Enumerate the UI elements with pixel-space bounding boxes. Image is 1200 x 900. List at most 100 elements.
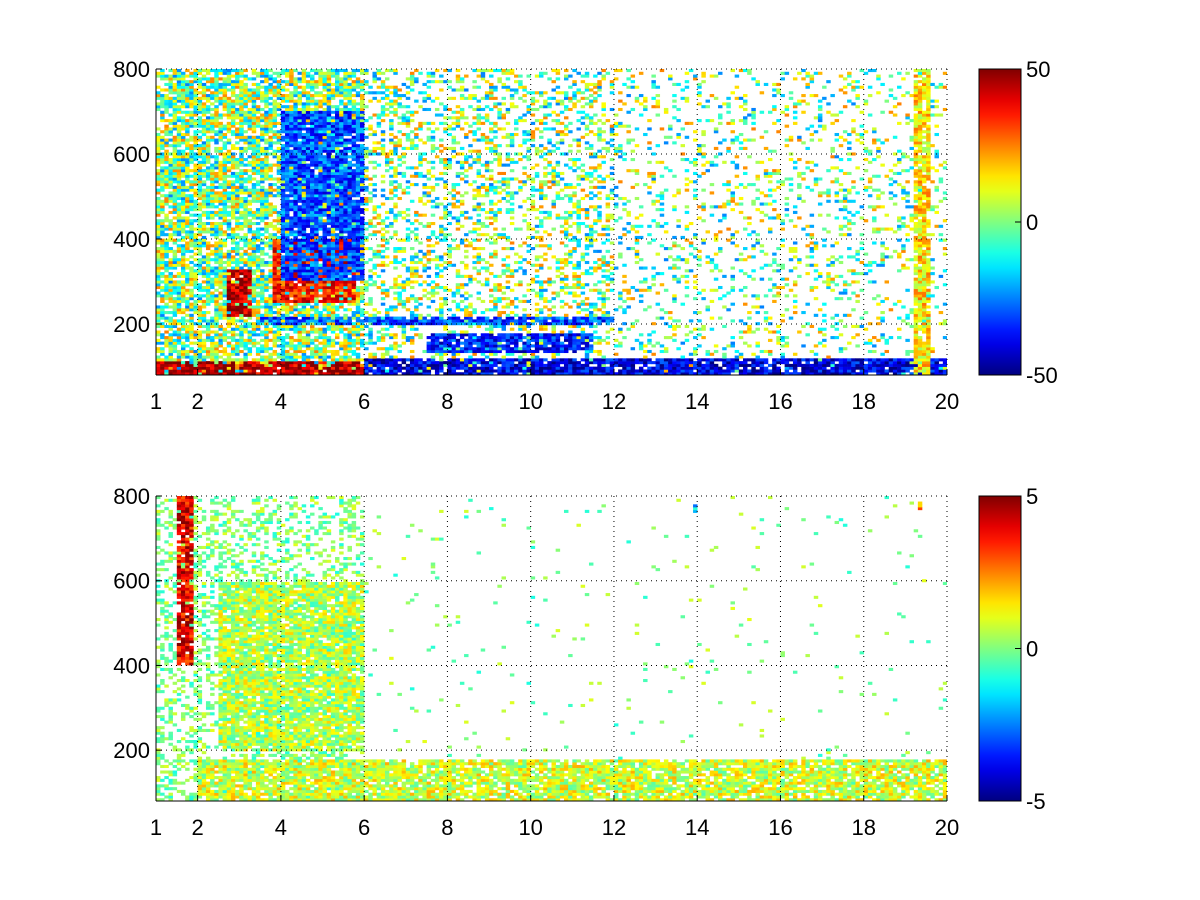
heatmap-cell: [347, 355, 352, 359]
heatmap-cell: [260, 272, 265, 276]
heatmap-cell: [239, 305, 244, 309]
heatmap-cell: [285, 288, 290, 292]
heatmap-cell: [226, 205, 232, 209]
heatmap-cell: [222, 88, 228, 92]
heatmap-cell: [330, 160, 336, 164]
heatmap-cell: [164, 219, 169, 223]
heatmap-cell: [305, 191, 311, 195]
heatmap-cell: [310, 202, 315, 206]
heatmap-cell: [272, 344, 278, 348]
heatmap-cell: [160, 116, 165, 120]
heatmap-cell: [393, 372, 398, 375]
heatmap-cell: [185, 119, 190, 123]
heatmap-cell: [393, 291, 398, 295]
heatmap-cell: [376, 69, 382, 73]
heatmap-cell: [255, 85, 261, 89]
heatmap-cell: [359, 208, 365, 212]
heatmap-cell: [214, 324, 219, 329]
heatmap-cell: [193, 80, 198, 84]
heatmap-cell: [222, 202, 228, 206]
heatmap-cell: [239, 272, 244, 276]
heatmap-cell: [314, 247, 319, 251]
heatmap-cell: [176, 110, 182, 114]
heatmap-cell: [272, 358, 278, 362]
heatmap-cell: [301, 216, 307, 220]
heatmap-cell: [280, 347, 286, 351]
heatmap-cell: [205, 160, 211, 164]
heatmap-cell: [168, 291, 173, 295]
heatmap-cell: [172, 105, 178, 109]
heatmap-cell: [160, 113, 165, 117]
heatmap-cell: [222, 191, 228, 195]
heatmap-cell: [230, 361, 236, 365]
heatmap-cell: [285, 366, 290, 370]
heatmap-cell: [156, 210, 161, 214]
heatmap-cell: [285, 94, 290, 98]
heatmap-cell: [314, 191, 319, 195]
heatmap-cell: [305, 135, 311, 139]
heatmap-cell: [347, 96, 352, 100]
heatmap-cell: [243, 238, 248, 242]
heatmap-cell: [185, 235, 190, 239]
heatmap-cell: [260, 363, 265, 367]
heatmap-cell: [185, 152, 190, 156]
heatmap-cell: [268, 141, 273, 145]
heatmap-cell: [197, 174, 203, 178]
heatmap-cell: [218, 69, 223, 73]
heatmap-cell: [272, 105, 278, 109]
heatmap-cell: [251, 263, 257, 267]
heatmap-cell: [280, 313, 286, 317]
heatmap-cell: [335, 183, 340, 187]
heatmap-cell: [380, 283, 386, 287]
heatmap-cell: [293, 144, 298, 148]
heatmap-cell: [260, 349, 265, 354]
heatmap-cell: [260, 94, 265, 98]
heatmap-cell: [355, 308, 361, 312]
heatmap-cell: [168, 344, 173, 348]
heatmap-cell: [335, 88, 340, 92]
heatmap-cell: [355, 288, 361, 292]
heatmap-cell: [351, 205, 357, 209]
heatmap-cell: [268, 205, 273, 209]
heatmap-cell: [368, 361, 373, 365]
heatmap-cell: [185, 361, 190, 365]
heatmap-cell: [380, 255, 386, 259]
heatmap-cell: [393, 185, 398, 189]
heatmap-cell: [172, 305, 178, 309]
heatmap-cell: [210, 138, 215, 142]
heatmap-cell: [310, 110, 315, 114]
heatmap-cell: [268, 74, 273, 78]
heatmap-cell: [339, 199, 344, 203]
heatmap-cell: [156, 274, 161, 278]
heatmap-cell: [189, 174, 194, 178]
heatmap-cell: [351, 358, 357, 362]
heatmap-cell: [318, 174, 323, 178]
heatmap-cell: [376, 113, 382, 117]
heatmap-cell: [205, 119, 211, 123]
heatmap-cell: [335, 210, 340, 214]
heatmap-cell: [343, 177, 348, 181]
heatmap-cell: [189, 244, 194, 248]
heatmap-cell: [230, 88, 236, 92]
heatmap-cell: [318, 205, 323, 209]
heatmap-cell: [247, 341, 253, 345]
heatmap-cell: [397, 344, 402, 348]
heatmap-cell: [297, 308, 303, 312]
heatmap-cell: [243, 208, 248, 212]
heatmap-cell: [285, 233, 290, 237]
heatmap-cell: [268, 338, 273, 342]
heatmap-cell: [326, 180, 332, 184]
heatmap-cell: [164, 294, 169, 298]
heatmap-cell: [230, 235, 236, 239]
heatmap-cell: [164, 127, 169, 131]
heatmap-cell: [351, 85, 357, 89]
heatmap-cell: [335, 77, 340, 81]
heatmap-cell: [156, 127, 161, 131]
heatmap-cell: [176, 233, 182, 237]
heatmap-cell: [330, 71, 336, 75]
heatmap-cell: [176, 302, 182, 306]
heatmap-cell: [172, 311, 178, 315]
heatmap-cell: [343, 266, 348, 270]
heatmap-cell: [335, 191, 340, 195]
heatmap-cell: [322, 269, 327, 273]
